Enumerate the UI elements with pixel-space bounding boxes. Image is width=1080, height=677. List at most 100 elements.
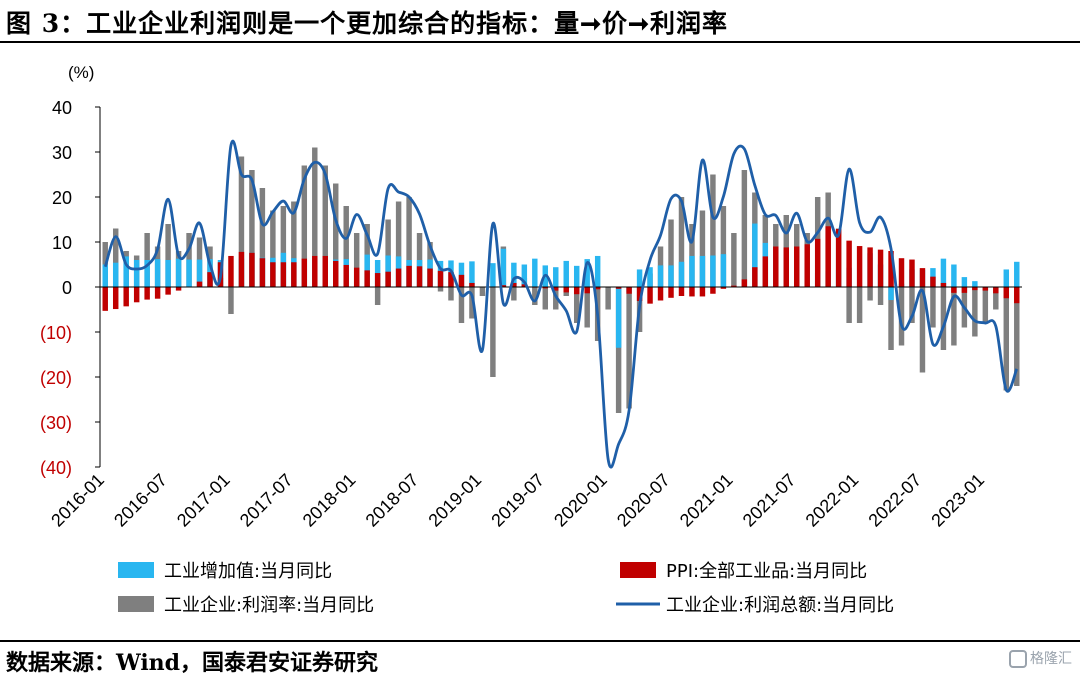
bar-ppi <box>448 272 454 287</box>
bar-ppi <box>856 246 863 287</box>
bar-ppi <box>500 285 507 287</box>
bar-profit-margin <box>112 228 119 287</box>
bar-profit-margin <box>249 170 255 287</box>
bar-ppi <box>521 284 528 287</box>
bar-value-added <box>500 248 507 287</box>
bar-ppi <box>888 251 894 287</box>
bar-profit-margin <box>615 287 622 413</box>
bar-ppi <box>584 287 590 294</box>
bar-ppi <box>333 260 339 287</box>
bar-profit-margin <box>333 183 339 287</box>
bar-profit-margin <box>710 174 716 287</box>
bar-value-added <box>385 255 391 287</box>
bar-value-added <box>752 223 758 287</box>
bar-ppi <box>940 282 947 287</box>
bar-profit-margin <box>573 287 580 323</box>
x-tick-label: 2022-01 <box>802 470 863 531</box>
bar-profit-margin <box>511 287 517 301</box>
bar-profit-margin <box>165 224 171 287</box>
bar-ppi <box>322 255 328 287</box>
bar-value-added <box>720 254 727 287</box>
bar-profit-margin <box>1003 287 1010 391</box>
bar-ppi <box>238 251 245 287</box>
bar-ppi <box>1003 287 1010 299</box>
bar-profit-margin <box>909 287 915 323</box>
bar-ppi <box>573 287 580 295</box>
x-tick-label: 2016-07 <box>110 470 171 531</box>
bar-profit-margin <box>374 287 381 305</box>
bar-ppi <box>395 268 402 287</box>
bar-profit-margin <box>1014 287 1020 386</box>
bar-profit-margin <box>741 170 748 287</box>
bar-value-added <box>196 259 203 287</box>
bar-profit-margin <box>280 206 287 287</box>
bar-ppi <box>154 287 161 299</box>
bar-ppi <box>364 270 370 287</box>
bar-profit-margin <box>259 188 266 287</box>
bar-value-added <box>469 261 475 287</box>
bar-ppi <box>930 276 936 287</box>
bar-profit-margin <box>856 287 863 323</box>
bar-value-added <box>951 264 957 287</box>
bar-value-added <box>668 265 674 287</box>
bar-profit-margin <box>490 287 496 377</box>
y-tick-label: 10 <box>52 233 72 253</box>
bar-value-added <box>490 263 496 287</box>
bar-profit-margin <box>312 147 318 287</box>
bar-profit-margin <box>689 224 695 287</box>
bar-ppi <box>636 287 643 301</box>
bar-ppi <box>689 287 695 297</box>
y-tick-label: 30 <box>52 143 72 163</box>
chart-title: 图 3：工业企业利润则是一个更加综合的指标：量➞价➞利润率 <box>6 9 728 38</box>
bar-profit-margin <box>972 287 978 337</box>
profit-total-line <box>103 140 1019 469</box>
bar-profit-margin <box>699 210 706 287</box>
bar-ppi <box>249 252 255 287</box>
bar-ppi <box>835 228 842 287</box>
bar-profit-margin <box>888 287 894 350</box>
bar-ppi <box>752 267 758 287</box>
bar-value-added <box>521 264 528 287</box>
x-tick-label: 2018-01 <box>299 470 360 531</box>
bar-value-added <box>133 260 140 287</box>
y-tick-label: (30) <box>40 413 72 433</box>
bar-value-added <box>888 287 894 301</box>
watermark: 格隆汇 <box>1009 648 1072 668</box>
legend-swatch-profit-margin <box>118 596 154 612</box>
bar-ppi <box>825 226 831 287</box>
bars-ppi <box>102 226 1020 311</box>
bar-profit-margin <box>668 219 674 287</box>
bar-value-added <box>584 259 590 287</box>
bar-ppi <box>615 287 622 289</box>
y-tick-label: 20 <box>52 188 72 208</box>
x-tick-label: 2018-07 <box>362 470 423 531</box>
bar-ppi <box>741 279 748 287</box>
x-tick-label: 2017-07 <box>236 470 297 531</box>
bar-profit-margin <box>877 287 884 305</box>
bar-value-added <box>112 262 119 287</box>
bar-value-added <box>647 267 653 287</box>
bar-ppi <box>374 273 381 287</box>
bar-profit-margin <box>605 287 611 310</box>
x-tick-label: 2021-01 <box>676 470 737 531</box>
bar-value-added <box>563 260 569 287</box>
bar-value-added <box>710 255 716 287</box>
y-tick-label: 0 <box>62 278 72 298</box>
bar-ppi <box>102 287 108 311</box>
x-tick-label: 2019-01 <box>424 470 485 531</box>
bar-profit-margin <box>678 197 685 287</box>
bar-ppi <box>196 281 203 287</box>
x-tick-label: 2017-01 <box>173 470 234 531</box>
bar-value-added <box>1014 261 1020 287</box>
bar-value-added <box>553 267 559 287</box>
bar-ppi <box>385 271 391 287</box>
bar-ppi <box>668 287 674 298</box>
bar-ppi <box>437 270 444 287</box>
bar-ppi <box>951 287 957 293</box>
bar-ppi <box>553 287 559 291</box>
bar-ppi <box>898 258 905 287</box>
bar-value-added <box>594 255 601 287</box>
bar-profit-margin <box>626 287 632 409</box>
bar-ppi <box>280 262 287 287</box>
bar-profit-margin <box>720 206 727 287</box>
